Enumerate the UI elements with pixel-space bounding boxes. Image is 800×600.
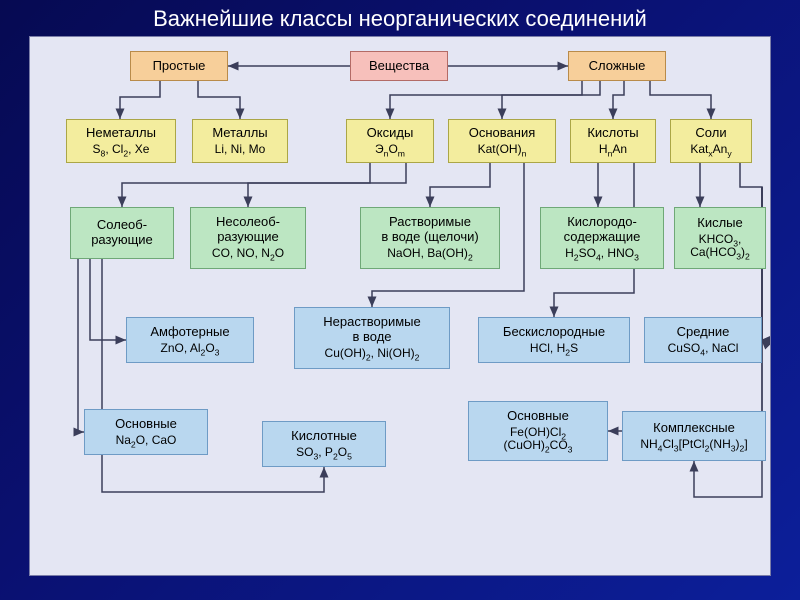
edge — [430, 163, 490, 207]
node-rastvor: Растворимыев воде (щелочи) NaOH, Ba(OH)2 — [360, 207, 500, 269]
node-osnovnye-salt: Основные Fe(OH)Cl2(CuOH)2CO3 — [468, 401, 608, 461]
node-kislotnye: Кислотные SO3, P2O5 — [262, 421, 386, 467]
label: Основные — [115, 417, 177, 432]
label: Металлы — [212, 126, 267, 141]
node-kisloty: Кислоты HnAn — [570, 119, 656, 163]
label: Солеоб-разующие — [91, 218, 153, 248]
label: Вещества — [369, 59, 429, 74]
arrow-layer — [30, 37, 770, 575]
label: Бескислородные — [503, 325, 605, 340]
formula: Cu(OH)2, Ni(OH)2 — [325, 347, 420, 361]
label: Основные — [507, 409, 569, 424]
node-amfot: Амфотерные ZnO, Al2O3 — [126, 317, 254, 363]
node-komplex: Комплексные NH4Cl3[PtCl2(NH3)2] — [622, 411, 766, 461]
label: Амфотерные — [150, 325, 229, 340]
formula: HCl, H2S — [530, 342, 578, 356]
edge — [198, 81, 240, 119]
node-kislye: Кислые KHCO3,Ca(HCO3)2 — [674, 207, 766, 269]
edge — [613, 81, 624, 119]
formula: SO3, P2O5 — [296, 446, 352, 460]
formula: S8, Cl2, Xe — [93, 143, 150, 157]
node-nemetally: Неметаллы S8, Cl2, Xe — [66, 119, 176, 163]
formula: Li, Ni, Mo — [215, 143, 266, 157]
label: Кислоты — [587, 126, 638, 141]
formula: KHCO3,Ca(HCO3)2 — [690, 233, 750, 261]
edge — [78, 259, 84, 432]
edge — [90, 259, 126, 340]
formula: H2SO4, HNO3 — [565, 247, 639, 261]
formula: CuSO4, NaCl — [668, 342, 739, 356]
label: Средние — [677, 325, 730, 340]
formula: NH4Cl3[PtCl2(NH3)2] — [640, 438, 747, 452]
label: Кислые — [697, 216, 743, 231]
label: Простые — [153, 59, 206, 74]
diagram-canvas: Вещества Простые Сложные Неметаллы S8, C… — [29, 36, 771, 576]
edge — [248, 163, 406, 207]
edge — [650, 81, 711, 119]
label: Несолеоб-разующие — [216, 215, 280, 245]
label: Основания — [469, 126, 536, 141]
formula: HnAn — [599, 143, 627, 157]
formula: ZnO, Al2O3 — [161, 342, 220, 356]
node-srednie: Средние CuSO4, NaCl — [644, 317, 762, 363]
formula: Fe(OH)Cl2(CuOH)2CO3 — [504, 426, 573, 454]
node-kislorod: Кислородо-содержащие H2SO4, HNO3 — [540, 207, 664, 269]
node-prostye: Простые — [130, 51, 228, 81]
node-metally: Металлы Li, Ni, Mo — [192, 119, 288, 163]
label: Комплексные — [653, 421, 735, 436]
page-title: Важнейшие классы неорганических соединен… — [0, 0, 800, 36]
formula: Na2O, CaO — [116, 434, 177, 448]
label: Неметаллы — [86, 126, 156, 141]
label: Сложные — [589, 59, 646, 74]
node-soleob: Солеоб-разующие — [70, 207, 174, 259]
formula: CO, NO, N2O — [212, 247, 284, 261]
node-soli: Соли KatxAny — [670, 119, 752, 163]
node-osnovania: Основания Kat(OH)n — [448, 119, 556, 163]
formula: NaOH, Ba(OH)2 — [387, 247, 472, 261]
formula: ЭnOm — [375, 143, 405, 157]
node-beskisl: Бескислородные HCl, H2S — [478, 317, 630, 363]
formula: KatxAny — [690, 143, 731, 157]
node-nesoleob: Несолеоб-разующие CO, NO, N2O — [190, 207, 306, 269]
label: Соли — [695, 126, 726, 141]
node-nerastvor: Нерастворимыев воде Cu(OH)2, Ni(OH)2 — [294, 307, 450, 369]
node-oksidy: Оксиды ЭnOm — [346, 119, 434, 163]
node-slozhnye: Сложные — [568, 51, 666, 81]
formula: Kat(OH)n — [478, 143, 527, 157]
edge — [390, 81, 582, 119]
label: Кислотные — [291, 429, 357, 444]
label: Кислородо-содержащие — [564, 215, 641, 245]
label: Оксиды — [367, 126, 414, 141]
edge — [502, 81, 600, 119]
node-veshestva: Вещества — [350, 51, 448, 81]
node-osnovnye-ox: Основные Na2O, CaO — [84, 409, 208, 455]
label: Нерастворимыев воде — [323, 315, 421, 345]
edge — [120, 81, 160, 119]
label: Растворимыев воде (щелочи) — [381, 215, 478, 245]
edge — [122, 163, 370, 207]
